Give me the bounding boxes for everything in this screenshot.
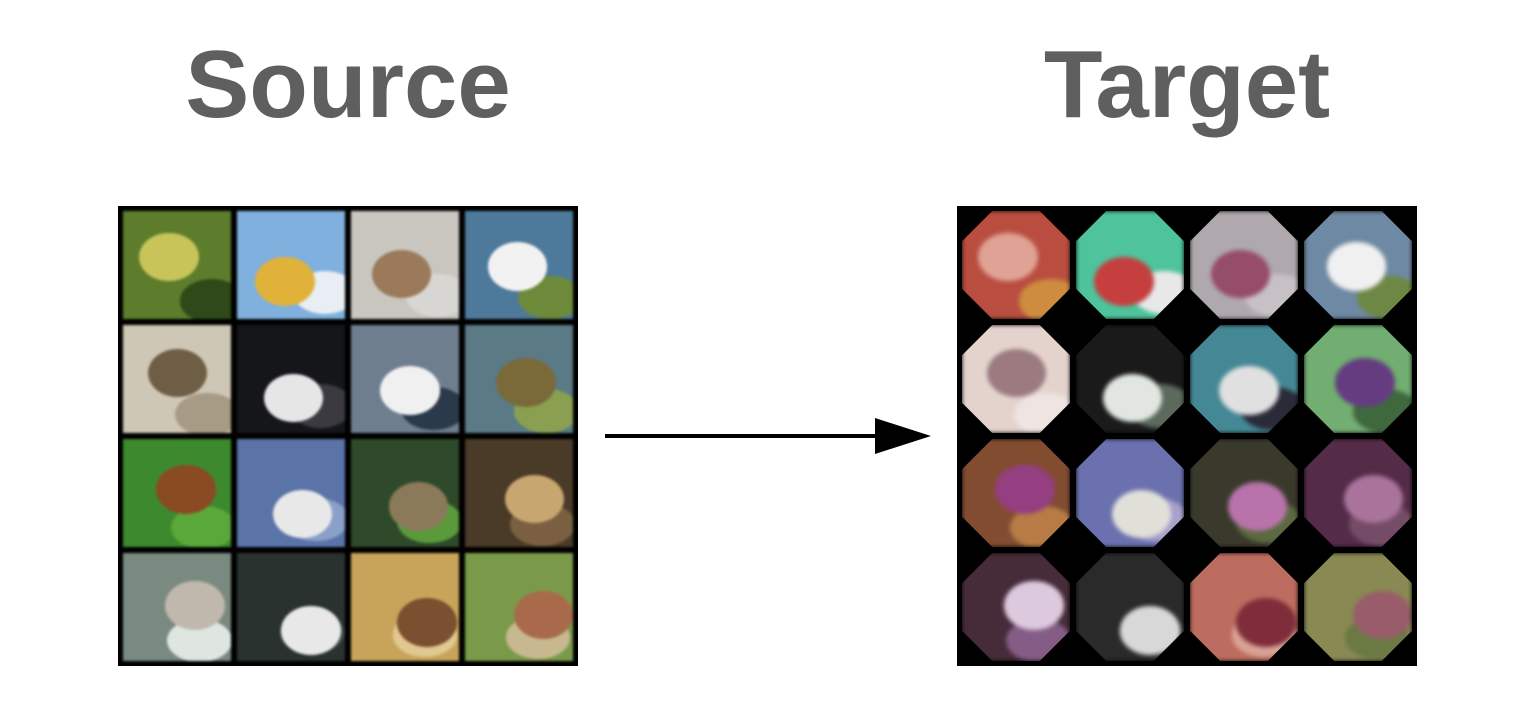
target-thumbnail-biplane-shifted — [1076, 211, 1184, 319]
target-thumbnail-truck-shifted — [1190, 325, 1298, 433]
source-thumbnail-truck — [351, 325, 459, 433]
target-thumbnail-horse-head-shifted — [1076, 325, 1184, 433]
target-title: Target — [1043, 31, 1331, 138]
target-thumbnail-bird-shifted — [962, 325, 1070, 433]
target-thumbnail-hamster-shifted — [962, 553, 1070, 661]
source-thumbnail-dog — [465, 439, 573, 547]
source-thumbnail-horse-head — [237, 325, 345, 433]
arrow-icon — [605, 418, 931, 454]
source-thumbnail-horse-running — [123, 439, 231, 547]
target-thumbnail-deer-snow-shifted — [1190, 211, 1298, 319]
target-thumbnail-dog-shifted — [1304, 439, 1412, 547]
source-thumbnail-biplane — [237, 211, 345, 319]
source-thumbnail-airplane-night — [237, 553, 345, 661]
source-title: Source — [185, 31, 511, 138]
source-thumbnail-bird — [123, 325, 231, 433]
source-thumbnail-small-bird — [465, 553, 573, 661]
target-thumbnail-car-shifted — [1304, 211, 1412, 319]
target-thumbnail-airplane-night-shifted — [1076, 553, 1184, 661]
source-thumbnail-hamster — [123, 553, 231, 661]
target-thumbnail-deer-forest-shifted — [1190, 439, 1298, 547]
target-image-grid — [957, 206, 1417, 666]
source-thumbnail-deer-grazing — [465, 325, 573, 433]
source-thumbnail-car — [465, 211, 573, 319]
source-thumbnail-boat — [237, 439, 345, 547]
source-thumbnail-deer-forest — [351, 439, 459, 547]
source-thumbnail-deer-snow — [351, 211, 459, 319]
source-thumbnail-elk — [351, 553, 459, 661]
source-image-grid — [118, 206, 578, 666]
target-thumbnail-boat-shifted — [1076, 439, 1184, 547]
target-thumbnail-elk-shifted — [1190, 553, 1298, 661]
target-thumbnail-small-bird-shifted — [1304, 553, 1412, 661]
target-thumbnail-horse-running-shifted — [962, 439, 1070, 547]
source-thumbnail-frog — [123, 211, 231, 319]
target-thumbnail-deer-grazing-shifted — [1304, 325, 1412, 433]
target-thumbnail-frog-shifted — [962, 211, 1070, 319]
